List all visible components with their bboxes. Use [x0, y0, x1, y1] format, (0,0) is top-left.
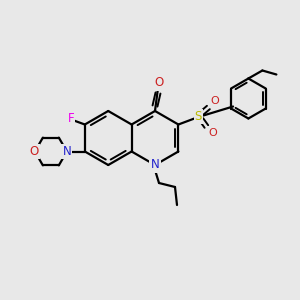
- Text: F: F: [68, 112, 74, 125]
- Text: O: O: [208, 128, 217, 137]
- Text: O: O: [210, 97, 219, 106]
- Text: O: O: [29, 145, 38, 158]
- Text: S: S: [195, 110, 202, 123]
- Text: N: N: [62, 145, 71, 158]
- Text: N: N: [151, 158, 159, 172]
- Text: O: O: [154, 76, 164, 89]
